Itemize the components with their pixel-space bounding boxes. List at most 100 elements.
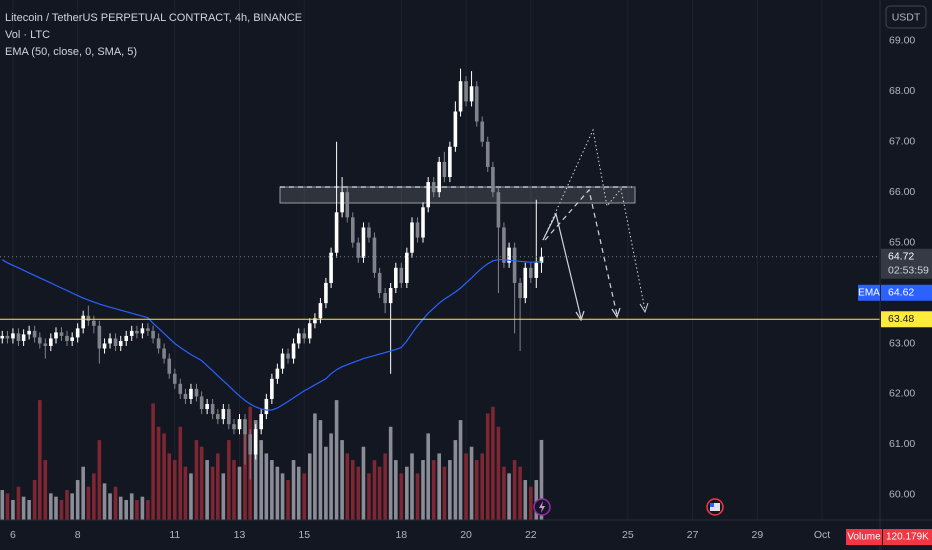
y-tick-label: 62.00 [889,388,915,400]
candle-body [92,320,96,326]
candle-body [329,252,333,283]
candle-body [11,333,15,339]
volume-bar [210,466,215,520]
candle-body [539,256,544,263]
candle-body [248,434,252,455]
candle-body [453,111,458,147]
volume-bar [27,500,31,520]
candle-body [361,227,366,258]
candle-body [264,398,269,415]
path-dashed [544,188,618,316]
y-tick-label: 67.00 [889,136,915,148]
volume-bar [356,466,361,520]
volume-bar [458,420,463,520]
candle-body [426,182,430,208]
x-tick-label: 22 [525,529,537,541]
candle-body [38,337,42,344]
volume-bar [372,460,377,520]
candle-body [113,338,118,346]
candle-body [291,343,296,359]
volume-bar [431,460,436,520]
countdown: 02:53:59 [888,265,929,277]
currency-button[interactable] [885,5,927,29]
volume-bar [259,440,263,520]
indicator-label: Vol · LTC [5,29,50,41]
volume-bar [491,406,495,520]
volume-bar [135,500,139,520]
candle-body [286,353,290,359]
arrow-head [575,310,585,322]
volume-bar [38,400,42,520]
y-tick-label: 68.00 [889,85,915,97]
candle-body [108,338,112,344]
volume-bar [345,453,350,520]
volume-bar [129,493,134,520]
volume-bar [167,453,172,520]
volume-bar [5,493,10,520]
candle-body [81,315,85,329]
volume-bar [507,473,511,520]
candle-body [350,217,355,243]
candle-body [313,318,317,324]
volume-bar [291,460,296,520]
volume-bar [280,473,285,520]
candle-body [232,424,236,430]
volume-bar [70,493,74,520]
candle-body [27,330,31,335]
volume-bar [296,466,301,520]
candle-body [162,348,166,359]
candle-body [302,333,307,339]
ema-value: 64.62 [888,287,914,299]
candle-body [469,86,474,102]
volume-name-box [846,529,882,545]
y-tick-label: 69.00 [889,35,915,47]
candle-body [275,368,280,379]
candle-body [167,358,172,374]
volume-bar [415,473,420,520]
volume-bar [539,439,544,520]
last-price-box [881,248,932,279]
currency[interactable]: USDT [892,11,921,23]
y-tick-label: 66.00 [889,186,915,198]
x-tick-label: 29 [751,529,763,541]
volume-name: Volume [847,532,881,543]
level-label: 63.48 [888,313,914,325]
volume-bar [189,473,193,520]
volume-bar [32,480,37,520]
volume-bar [199,446,204,520]
candle-body [5,335,10,339]
volume-bar [394,460,398,520]
y-tick-label: 60.00 [889,489,915,501]
volume-bar [399,473,404,520]
volume-bar [302,473,307,520]
candle-body [259,414,263,430]
candle-body [410,222,414,253]
volume-bar [275,466,280,520]
x-tick-label: 6 [10,529,16,541]
volume-bar [243,426,247,520]
candle-body [32,330,37,338]
volume-bar [264,453,269,520]
candle-body [324,282,328,304]
volume-bar [221,473,226,520]
volume-bar [426,433,430,520]
candle-body [156,338,161,349]
volume-bar [205,460,209,520]
y-tick-label: 63.00 [889,337,915,349]
candle-body [86,315,91,321]
x-tick-label: 15 [298,529,310,541]
candle-body [399,267,404,283]
candle-body [102,343,107,349]
volume-bar [253,420,258,520]
volume-bar [528,486,533,520]
x-tick-label: 11 [169,529,180,541]
path-solid [542,212,582,319]
volume-bar [329,433,333,520]
zone-box [279,186,636,204]
candle-body [210,403,215,415]
candle-body [221,409,226,420]
volume-bar [367,473,371,520]
candle-body [70,337,74,341]
candle-body [140,328,145,334]
volume-bar [102,483,107,520]
